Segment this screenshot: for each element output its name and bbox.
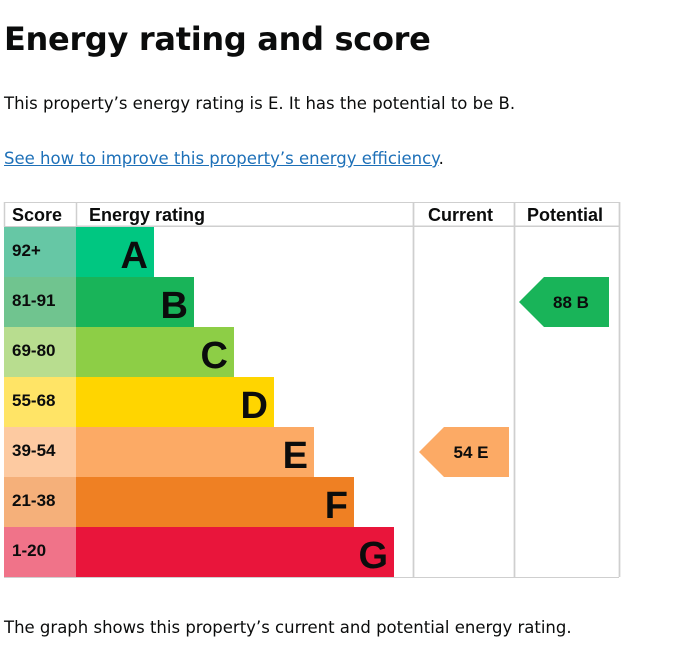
column-header: Energy rating [89, 205, 205, 225]
rating-summary: This property’s energy rating is E. It h… [4, 94, 516, 113]
chart-caption: The graph shows this property’s current … [4, 618, 572, 637]
rating-bar-c [76, 327, 234, 377]
rating-bar-g [76, 527, 394, 577]
rating-letter: A [121, 235, 148, 277]
score-range-label: 21-38 [12, 491, 55, 510]
score-range-label: 69-80 [12, 341, 55, 360]
rating-bar-b [76, 277, 194, 327]
rating-bar-a [76, 227, 154, 277]
score-cell [4, 327, 76, 377]
potential-rating-label: 88 B [553, 293, 589, 312]
score-range-label: 39-54 [12, 441, 56, 460]
score-range-label: 1-20 [12, 541, 46, 560]
score-cell [4, 277, 76, 327]
score-cell [4, 527, 76, 577]
rating-bar-e [76, 427, 314, 477]
potential-rating-arrow [519, 277, 609, 327]
score-range-label: 92+ [12, 241, 41, 260]
current-rating-arrow [419, 427, 509, 477]
rating-letter: B [161, 285, 188, 327]
score-cell [4, 477, 76, 527]
improve-link-paragraph: See how to improve this property’s energ… [4, 149, 444, 168]
score-range-label: 55-68 [12, 391, 55, 410]
improve-efficiency-link[interactable]: See how to improve this property’s energ… [4, 149, 439, 168]
score-cell [4, 377, 76, 427]
link-suffix: . [438, 149, 444, 168]
column-header: Current [428, 205, 493, 225]
rating-letter: E [283, 435, 308, 477]
rating-bar-f [76, 477, 354, 527]
rating-letter: C [201, 335, 228, 377]
rating-letter: G [358, 535, 388, 577]
rating-letter: D [241, 385, 268, 427]
score-cell [4, 427, 76, 477]
score-cell [4, 227, 76, 277]
current-rating-label: 54 E [454, 443, 489, 462]
rating-bar-d [76, 377, 274, 427]
rating-letter: F [325, 485, 348, 527]
column-header: Score [12, 205, 62, 225]
score-range-label: 81-91 [12, 291, 55, 310]
page-title: Energy rating and score [4, 20, 431, 58]
column-header: Potential [527, 205, 603, 225]
